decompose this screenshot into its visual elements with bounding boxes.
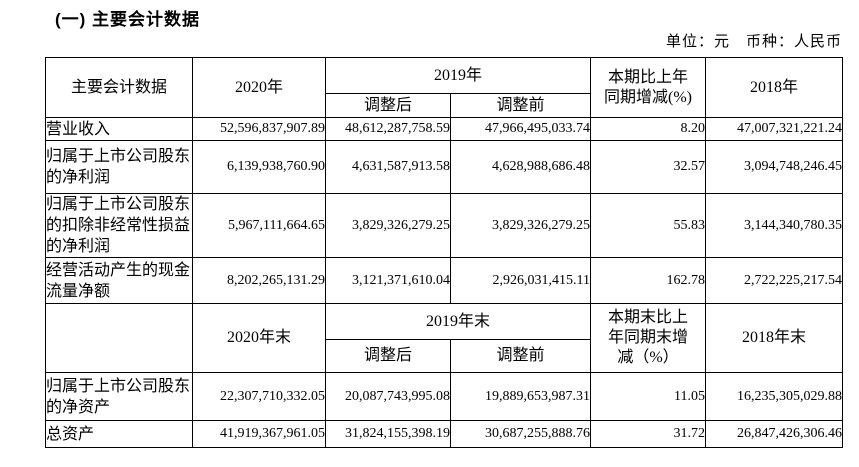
section1-subheader-row: 调整后 调整前 <box>46 93 843 118</box>
value-2020: 8,202,265,131.29 <box>192 257 326 304</box>
value-2020: 52,596,837,907.89 <box>192 117 326 141</box>
value-2018-end: 16,235,305,029.88 <box>705 372 844 421</box>
table-row-revenue: 营业收入 52,596,837,907.89 48,612,287,758.59… <box>45 117 844 141</box>
table-row-net-assets: 归属于上市公司股东的净资产 22,307,710,332.05 20,087,7… <box>45 372 844 421</box>
value-2018: 47,007,321,221.24 <box>705 117 844 141</box>
value-2020-end: 22,307,710,332.05 <box>192 372 326 421</box>
table-row-operating-cash-flow: 经营活动产生的现金流量净额 8,202,265,131.29 3,121,371… <box>45 257 844 304</box>
value-change: 8.20 <box>590 117 707 141</box>
subheader2-adjusted-after: 调整后 <box>325 339 451 373</box>
header-2020: 2020年 <box>192 57 326 118</box>
row-label: 归属于上市公司股东的净利润 <box>45 140 193 194</box>
section1-header-row: 主要会计数据 2020年 2019年 本期比上年 同期增减(%) 2018年 <box>45 57 844 118</box>
value-2020-end: 41,919,367,961.05 <box>192 420 326 448</box>
value-2019-adjusted: 4,631,587,913.58 <box>325 140 451 194</box>
header-2018: 2018年 <box>705 57 844 118</box>
subheader-adjusted-after: 调整后 <box>325 93 451 118</box>
subheader2-adjusted-before: 调整前 <box>449 339 592 373</box>
value-2019-end-before: 19,889,653,987.31 <box>449 372 592 421</box>
value-2020: 5,967,111,664.65 <box>192 193 326 258</box>
value-2019-before: 47,966,495,033.74 <box>449 117 592 141</box>
value-2019-adjusted: 48,612,287,758.59 <box>325 117 451 141</box>
table-row-net-profit-excl-nonrecurring: 归属于上市公司股东的扣除非经常性损益的净利润 5,967,111,664.65 … <box>45 193 844 258</box>
table-row-total-assets: 总资产 41,919,367,961.05 31,824,155,398.19 … <box>45 420 844 448</box>
value-2019-end-adjusted: 20,087,743,995.08 <box>325 372 451 421</box>
header-2019: 2019年 <box>324 57 592 94</box>
header2-2019-end: 2019年末 <box>324 303 592 340</box>
value-end-change: 11.05 <box>590 372 707 421</box>
value-2019-adjusted: 3,121,371,610.04 <box>325 257 451 304</box>
row-label: 总资产 <box>45 420 193 448</box>
table-row-net-profit: 归属于上市公司股东的净利润 6,139,938,760.90 4,631,587… <box>45 140 844 194</box>
header2-2020-end: 2020年末 <box>192 303 326 373</box>
value-end-change: 31.72 <box>590 420 707 448</box>
value-change: 32.57 <box>590 140 707 194</box>
value-2018-end: 26,847,426,306.46 <box>705 420 844 448</box>
value-2019-adjusted: 3,829,326,279.25 <box>325 193 451 258</box>
row-label: 归属于上市公司股东的净资产 <box>45 372 193 421</box>
row-label: 营业收入 <box>45 117 193 141</box>
value-2020: 6,139,938,760.90 <box>192 140 326 194</box>
header2-yoy-end-change: 本期末比上 年同期末增 减（%） <box>590 303 707 373</box>
unit-currency-note: 单位：元 币种：人民币 <box>665 34 842 50</box>
value-2019-before: 3,829,326,279.25 <box>449 193 592 258</box>
value-change: 162.78 <box>590 257 707 304</box>
page-title: (一) 主要会计数据 <box>55 10 201 29</box>
value-2019-end-before: 30,687,255,888.76 <box>449 420 592 448</box>
header-yoy-change: 本期比上年 同期增减(%) <box>590 57 707 118</box>
section2-subheader-row: 调整后 调整前 <box>46 339 843 373</box>
header2-2018-end: 2018年末 <box>705 303 844 373</box>
row-label: 经营活动产生的现金流量净额 <box>45 257 193 304</box>
accounting-data-table: 主要会计数据 2020年 2019年 本期比上年 同期增减(%) 2018年 调… <box>45 57 844 448</box>
header-main-label: 主要会计数据 <box>45 57 193 118</box>
value-2019-before: 4,628,988,686.48 <box>449 140 592 194</box>
value-2019-end-adjusted: 31,824,155,398.19 <box>325 420 451 448</box>
value-2018: 3,094,748,246.45 <box>705 140 844 194</box>
value-2019-before: 2,926,031,415.11 <box>449 257 592 304</box>
section2-header-row: 2020年末 2019年末 本期末比上 年同期末增 减（%） 2018年末 <box>45 303 844 373</box>
header2-empty-label <box>45 303 193 373</box>
row-label: 归属于上市公司股东的扣除非经常性损益的净利润 <box>45 193 193 258</box>
subheader-adjusted-before: 调整前 <box>449 93 592 118</box>
value-2018: 2,722,225,217.54 <box>705 257 844 304</box>
value-2018: 3,144,340,780.35 <box>705 193 844 258</box>
value-change: 55.83 <box>590 193 707 258</box>
